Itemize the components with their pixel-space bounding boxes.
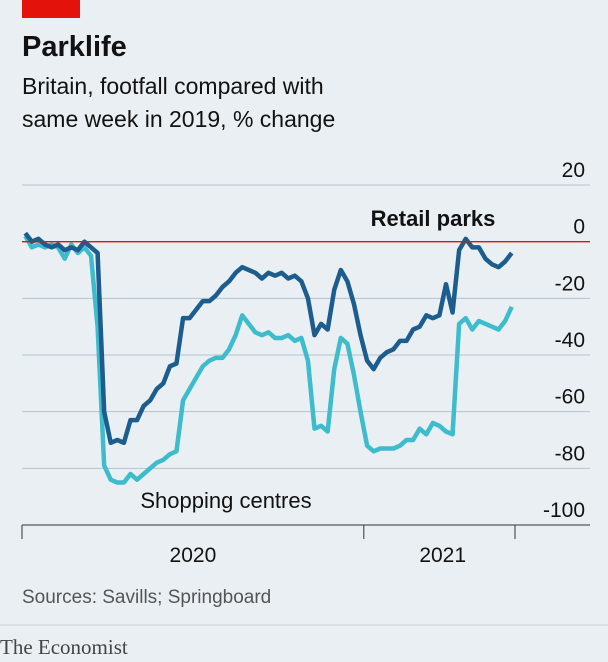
y-tick-label: -100: [543, 499, 585, 522]
red-tag: [22, 0, 80, 18]
y-tick-label: -60: [555, 386, 585, 409]
source: Sources: Savills; Springboard: [22, 587, 271, 608]
y-tick-label: -40: [555, 329, 585, 352]
y-tick-label: 20: [562, 159, 585, 182]
y-tick-label: -20: [555, 272, 585, 295]
series-label: Retail parks: [371, 206, 496, 231]
y-tick-label: -80: [555, 442, 585, 465]
series-line: [23, 231, 514, 446]
publisher: The Economist: [0, 635, 128, 659]
x-tick-label: 2021: [419, 544, 466, 567]
x-tick-label: 2020: [170, 544, 217, 567]
series-label: Shopping centres: [140, 488, 311, 513]
subtitle: same week in 2019, % change: [22, 106, 335, 132]
y-tick-label: 0: [573, 216, 585, 239]
chart-title: Parklife: [22, 31, 127, 63]
subtitle: Britain, footfall compared with: [22, 73, 324, 99]
series-line: [23, 234, 514, 485]
